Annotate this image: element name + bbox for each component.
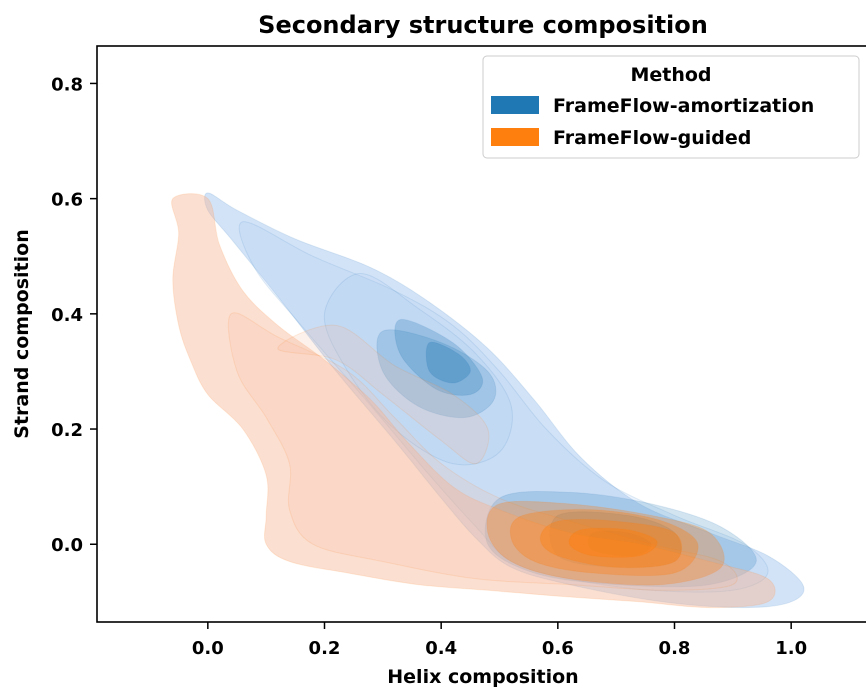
y-tick-label: 0.2	[51, 420, 83, 441]
y-tick-label: 0.8	[51, 74, 83, 95]
chart-title: Secondary structure composition	[258, 11, 708, 39]
y-tick-label: 0.4	[51, 305, 83, 326]
series-amortization	[204, 192, 805, 609]
legend-swatch-guided	[491, 128, 539, 146]
x-axis-label: Helix composition	[387, 666, 578, 688]
density-contours	[171, 192, 805, 609]
x-tick-label: 0.2	[309, 638, 341, 659]
y-axis-ticks: 0.0 0.2 0.4 0.6 0.8	[51, 74, 97, 556]
x-tick-label: 0.0	[192, 638, 224, 659]
y-axis-label: Strand composition	[11, 229, 33, 438]
plot-area-frame	[96, 45, 866, 623]
x-tick-label: 1.0	[775, 638, 807, 659]
contour-level-guided-6	[568, 527, 658, 558]
legend-label-amortization: FrameFlow-amortization	[553, 95, 814, 117]
contour-level-amortization-6	[484, 491, 757, 588]
legend: Method FrameFlow-amortization FrameFlow-…	[482, 55, 860, 159]
contour-level-guided-0	[171, 193, 776, 609]
y-tick-label: 0.0	[51, 535, 83, 556]
contour-level-amortization-3	[376, 329, 497, 419]
x-axis-ticks: 0.0 0.2 0.4 0.6 0.8 1.0	[192, 622, 807, 659]
x-tick-label: 0.4	[425, 638, 457, 659]
contour-level-amortization-1	[238, 221, 769, 593]
contour-level-amortization-8	[587, 530, 652, 557]
legend-label-guided: FrameFlow-guided	[553, 127, 751, 149]
contour-level-amortization-0	[204, 192, 805, 609]
series-guided	[171, 193, 776, 609]
contour-level-amortization-7	[549, 511, 682, 569]
contour-level-amortization-4	[394, 319, 484, 396]
legend-box	[482, 55, 860, 159]
legend-title: Method	[630, 64, 711, 86]
contour-level-guided-3	[486, 500, 725, 586]
contour-level-amortization-5	[425, 341, 471, 384]
contour-level-guided-5	[539, 518, 683, 569]
contour-level-guided-2	[277, 324, 490, 465]
x-tick-label: 0.8	[659, 638, 691, 659]
legend-swatch-amortization	[491, 96, 539, 114]
contour-level-amortization-2	[323, 272, 513, 466]
x-tick-label: 0.6	[542, 638, 574, 659]
contour-level-guided-4	[509, 508, 699, 577]
contour-level-guided-1	[227, 312, 738, 591]
y-tick-label: 0.6	[51, 190, 83, 211]
